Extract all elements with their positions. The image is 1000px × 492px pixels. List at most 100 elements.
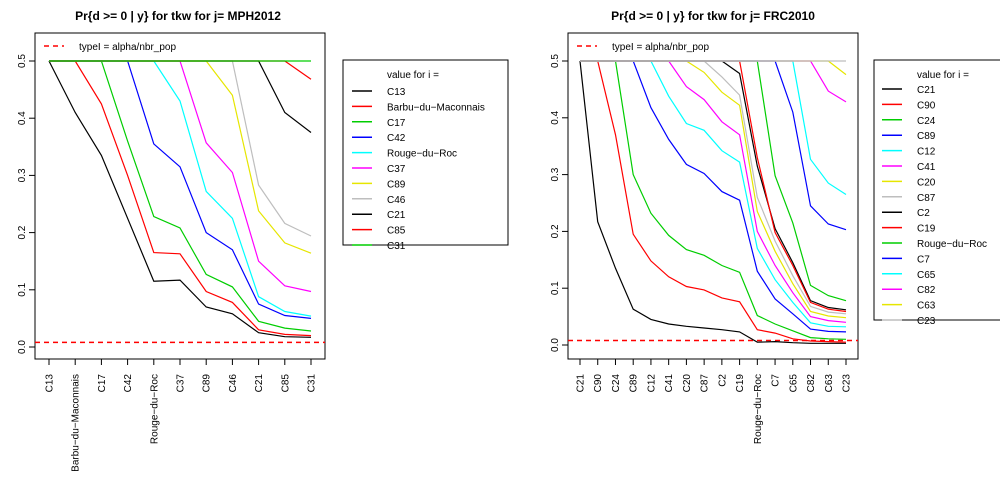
- legend-label: C65: [917, 270, 936, 281]
- x-tick-label: C7: [771, 374, 782, 387]
- legend-label: C20: [917, 177, 936, 188]
- y-tick-label: 0.1: [550, 281, 561, 295]
- series-line-c85: [49, 60, 312, 80]
- legend-label: C63: [917, 301, 936, 312]
- series-layer: [48, 60, 312, 338]
- series-line-c89: [49, 60, 312, 254]
- legend-label: C2: [917, 208, 930, 219]
- legend-label: C21: [917, 85, 936, 96]
- plot-frame: [567, 32, 859, 360]
- legend-label: C42: [387, 133, 406, 144]
- series-line-rouge-du-roc: [49, 60, 312, 317]
- series-line-c87: [580, 60, 847, 315]
- legend-label: C12: [917, 147, 936, 158]
- legend-label: C85: [387, 226, 406, 237]
- series-layer: [579, 60, 847, 344]
- x-tick-label: C23: [842, 374, 853, 393]
- series-line-c63: [580, 60, 847, 76]
- chart-panel-frc2010: Pr{d >= 0 | y} for tkw for j= FRC2010 0.…: [550, 9, 1000, 444]
- series-legend: value for i = C13 Barbu−du−Maconnais C17 C4…: [342, 59, 509, 252]
- legend-label: C19: [917, 224, 936, 235]
- legend-label: C17: [387, 118, 406, 129]
- x-tick-label: C82: [806, 374, 817, 393]
- y-tick-label: 0.1: [17, 282, 28, 296]
- series-line-c21: [579, 60, 846, 344]
- y-tick-label: 0.4: [17, 111, 28, 125]
- y-axis: 0.0 0.1 0.2 0.3 0.4 0.5: [550, 54, 568, 352]
- series-line-barbu-du-maconnais: [49, 60, 312, 337]
- y-tick-label: 0.0: [550, 338, 561, 352]
- x-tick-label: C87: [700, 374, 711, 393]
- x-tick-label: C41: [664, 374, 675, 393]
- legend-label: C87: [917, 193, 936, 204]
- x-tick-label: C24: [611, 374, 622, 393]
- y-tick-label: 0.2: [17, 225, 28, 239]
- x-axis: C13 Barbu−du−Maconnais C17 C42 Rouge−du−Roc C…: [45, 359, 318, 472]
- series-line-c24: [580, 60, 847, 340]
- x-tick-label: C17: [97, 374, 108, 393]
- legend-label: C82: [917, 285, 936, 296]
- threshold-legend-label: typeI = alpha/nbr_pop: [612, 42, 709, 53]
- series-line-c41: [580, 60, 847, 323]
- legend-label: Rouge−du−Roc: [917, 239, 987, 250]
- legend-title: value for i =: [917, 70, 969, 81]
- series-line-c19: [580, 60, 847, 313]
- x-tick-label: C37: [176, 374, 187, 393]
- legend-label: C89: [917, 131, 936, 142]
- chart-title: Pr{d >= 0 | y} for tkw for j= MPH2012: [75, 9, 281, 23]
- threshold-legend: typeI = alpha/nbr_pop: [577, 42, 709, 53]
- series-line-c13: [48, 60, 312, 338]
- legend-label: C23: [917, 316, 936, 327]
- legend-label: C21: [387, 210, 406, 221]
- legend-items: C21 C90 C24 C89 C12 C41 C20 C87 C2 C19 Rouge−du−Ro…: [882, 85, 987, 327]
- legend-label: C13: [387, 87, 406, 98]
- legend-title: value for i =: [387, 70, 439, 81]
- y-tick-label: 0.5: [17, 54, 28, 68]
- x-tick-label: C65: [788, 374, 799, 393]
- threshold-legend: typeI = alpha/nbr_pop: [44, 42, 176, 53]
- x-tick-label: C42: [123, 374, 134, 393]
- legend-label: C89: [387, 179, 406, 190]
- x-tick-label: C85: [280, 374, 291, 393]
- y-tick-label: 0.4: [550, 110, 561, 124]
- legend-label: C41: [917, 162, 936, 173]
- y-tick-label: 0.5: [550, 54, 561, 68]
- x-tick-label: C12: [646, 374, 657, 393]
- x-tick-label: C21: [576, 374, 587, 393]
- x-tick-label: C20: [682, 374, 693, 393]
- y-tick-label: 0.3: [550, 167, 561, 181]
- series-legend: value for i = C21C90C24C89C12C41C20C87C2…: [873, 59, 1000, 327]
- series-line-c12: [580, 60, 847, 328]
- threshold-legend-label: typeI = alpha/nbr_pop: [79, 42, 176, 53]
- x-tick-label: Barbu−du−Maconnais: [71, 374, 82, 472]
- x-tick-label: Rouge−du−Roc: [149, 374, 160, 444]
- x-axis: C21 C90 C24 C89 C12 C41 C20 C87 C2 C19 Rouge−du−Ro…: [576, 359, 853, 444]
- x-tick-label: C89: [202, 374, 213, 393]
- legend-label: C31: [387, 241, 406, 252]
- y-tick-label: 0.3: [17, 168, 28, 182]
- legend-label: C46: [387, 195, 406, 206]
- legend-label: C90: [917, 100, 936, 111]
- legend-items: C13 Barbu−du−Maconnais C17 C42 Rouge−du−Roc C…: [352, 87, 485, 252]
- x-tick-label: C19: [735, 374, 746, 393]
- x-tick-label: C21: [254, 374, 265, 393]
- series-line-c65: [580, 60, 847, 196]
- y-axis: 0.0 0.1 0.2 0.3 0.4 0.5: [17, 54, 35, 354]
- x-tick-label: C31: [307, 374, 318, 393]
- legend-label: Rouge−du−Roc: [387, 149, 457, 160]
- series-line-c37: [49, 60, 312, 293]
- y-tick-label: 0.0: [17, 340, 28, 354]
- series-line-c21: [49, 60, 312, 133]
- legend-label: C7: [917, 254, 930, 265]
- x-tick-label: C63: [824, 374, 835, 393]
- x-tick-label: C46: [228, 374, 239, 393]
- legend-box: [873, 59, 1000, 321]
- y-tick-label: 0.2: [550, 224, 561, 238]
- legend-label: C24: [917, 116, 936, 127]
- x-tick-label: C13: [45, 374, 56, 393]
- x-tick-label: C2: [717, 374, 728, 387]
- legend-label: C37: [387, 164, 406, 175]
- chart-panel-mph2012: Pr{d >= 0 | y} for tkw for j= MPH2012 0.…: [17, 9, 509, 472]
- chart-title: Pr{d >= 0 | y} for tkw for j= FRC2010: [611, 9, 815, 23]
- series-line-c90: [580, 60, 847, 343]
